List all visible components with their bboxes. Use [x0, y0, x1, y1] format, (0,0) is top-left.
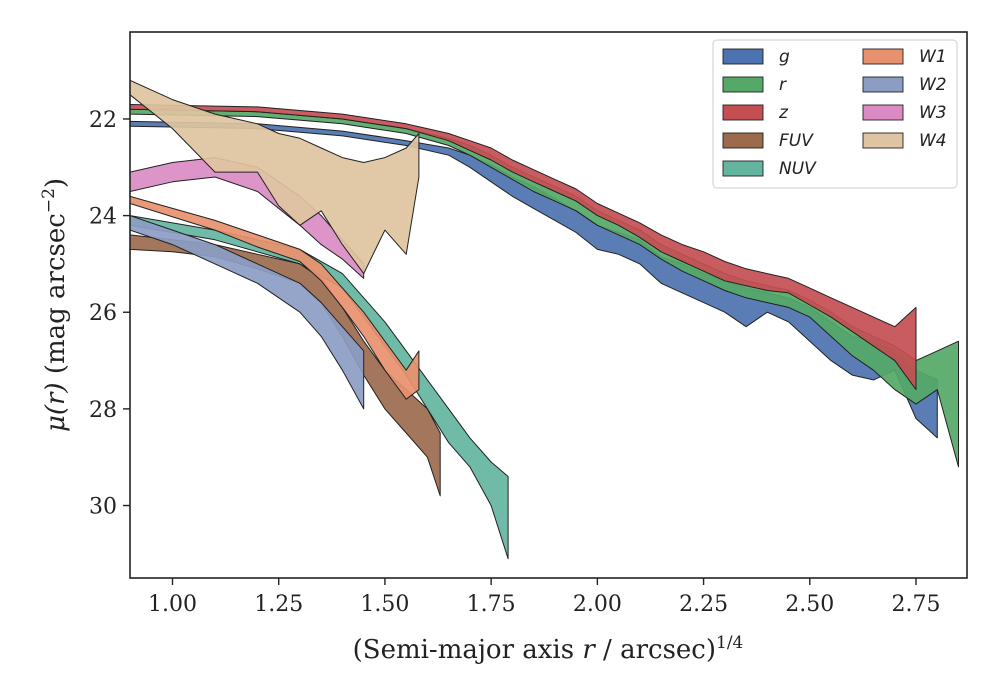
x-axis-ticks: 1.00 1.25 1.50 1.75 2.00 2.25 2.50 2.75	[148, 578, 941, 617]
legend-label-w3: W3	[919, 103, 947, 123]
legend-label-g: g	[779, 47, 790, 67]
legend-swatch-w4	[862, 132, 904, 149]
y-tick-label: 30	[89, 495, 117, 520]
y-tick-label: 24	[89, 205, 117, 230]
band-z	[130, 104, 917, 391]
legend-label-nuv: NUV	[779, 159, 817, 179]
y-tick-label: 22	[89, 108, 117, 133]
band-w1	[130, 195, 420, 400]
x-tick-label: 1.25	[254, 592, 303, 617]
y-tick-label: 28	[89, 398, 117, 423]
legend: grz FUV NUV W1 W2 W3 W4	[712, 39, 958, 189]
legend-label-w1: W1	[919, 47, 947, 67]
legend-swatch-fuv	[722, 132, 764, 149]
legend-label-w2: W2	[919, 75, 947, 95]
x-axis-label: (Semi-major axis r / arcsec)1/4	[353, 633, 744, 665]
series-bands	[130, 79, 959, 560]
legend-swatch-nuv	[722, 160, 764, 177]
y-tick-label: 26	[89, 301, 117, 326]
legend-swatch-w3	[862, 104, 904, 121]
x-tick-label: 2.25	[679, 592, 728, 617]
legend-swatch-z	[722, 104, 764, 121]
y-axis-label: μ(r) (mag arcsec−2)	[39, 178, 71, 432]
legend-swatch-r	[722, 76, 764, 93]
x-tick-label: 2.50	[785, 592, 834, 617]
band-w2	[130, 215, 365, 410]
legend-swatch-w1	[862, 48, 904, 65]
x-tick-label: 2.00	[573, 592, 622, 617]
legend-label-r: r	[779, 75, 787, 95]
legend-label-fuv: FUV	[779, 131, 814, 151]
legend-swatch-w2	[862, 76, 904, 93]
x-tick-label: 1.00	[148, 592, 197, 617]
x-tick-label: 1.50	[360, 592, 409, 617]
legend-label-z: z	[778, 103, 789, 123]
x-tick-label: 1.75	[467, 592, 516, 617]
x-tick-label: 2.75	[892, 592, 941, 617]
band-w4	[130, 79, 420, 275]
plot-frame	[129, 31, 968, 579]
y-axis-ticks: 22 24 26 28 30	[89, 108, 130, 520]
legend-label-w4: W4	[919, 131, 947, 151]
legend-swatch-g	[722, 48, 764, 65]
